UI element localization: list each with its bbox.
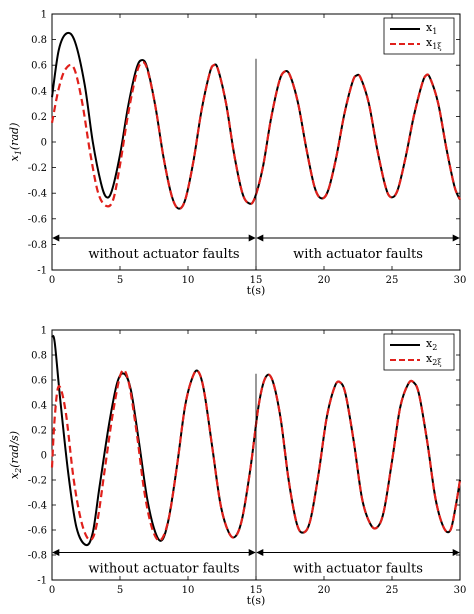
- y-tick-label: 1: [41, 326, 47, 337]
- y-axis-ticks: -1 -0.8 -0.6 -0.4 -0.2 0 0.2 0.4 0.6 0.8 1: [28, 10, 460, 277]
- x-tick-label: 5: [117, 275, 123, 286]
- x-tick-label: 20: [318, 275, 331, 286]
- y-axis-label: x1(rad): [8, 123, 23, 162]
- series-line-estimate: [50, 61, 462, 210]
- legend-entry-x2: x2: [426, 337, 437, 352]
- y-axis-label-sub: 2: [14, 468, 23, 474]
- x-tick-label: 30: [454, 585, 467, 596]
- y-tick-label: -0.6: [28, 214, 47, 225]
- legend: x2 x2ξ: [383, 333, 455, 371]
- series-group: [50, 31, 462, 210]
- y-tick-label: 0: [41, 451, 47, 462]
- legend: x1 x1ξ: [383, 17, 455, 55]
- x-tick-label: 15: [250, 585, 263, 596]
- annotation-with-faults: with actuator faults: [293, 562, 423, 577]
- annotation-without-faults: without actuator faults: [88, 562, 239, 577]
- x-tick-label: 20: [318, 585, 331, 596]
- y-axis-label-unit: (rad): [8, 123, 21, 150]
- x-tick-label: 10: [182, 275, 195, 286]
- y-tick-label: -0.6: [28, 526, 47, 537]
- annotation-with-faults: with actuator faults: [293, 247, 423, 262]
- x-tick-label: 25: [386, 585, 399, 596]
- x-tick-label: 5: [117, 585, 123, 596]
- y-tick-label: 0.4: [31, 86, 47, 97]
- y-tick-label: -1: [37, 576, 47, 587]
- x-tick-label: 30: [454, 275, 467, 286]
- y-tick-label: 0.8: [31, 351, 47, 362]
- y-tick-label: 0.6: [31, 376, 47, 387]
- x-axis-label: t(s): [247, 284, 266, 297]
- x-axis-label: t(s): [247, 594, 266, 607]
- series-line-estimate: [50, 368, 462, 542]
- y-tick-label: 1: [41, 10, 47, 21]
- x-tick-label: 25: [386, 275, 399, 286]
- chart-panel-x2: -1 -0.8 -0.6 -0.4 -0.2 0 0.2 0.4 0.6 0.8 1 0 5 10 15 2…: [8, 326, 466, 608]
- y-tick-label: -0.4: [28, 501, 47, 512]
- legend-entry-x2xi: x2ξ: [426, 352, 442, 367]
- x-tick-label: 0: [49, 275, 55, 286]
- y-tick-label: -0.8: [28, 551, 47, 562]
- y-tick-label: 0: [41, 138, 47, 149]
- y-tick-label: 0.6: [31, 61, 47, 72]
- y-axis-label-main: x: [8, 154, 21, 161]
- x-axis-ticks: 0 5 10 15 20 25 30: [49, 14, 467, 286]
- legend-entry-x1xi: x1ξ: [426, 36, 442, 51]
- y-axis-label-sub: 1: [14, 150, 23, 155]
- y-axis-ticks: -1 -0.8 -0.6 -0.4 -0.2 0 0.2 0.4 0.6 0.8 1: [28, 326, 460, 587]
- series-line-actual: [51, 31, 461, 210]
- x-tick-label: 15: [250, 275, 263, 286]
- y-tick-label: 0.8: [31, 35, 47, 46]
- chart-panel-x1: -1 -0.8 -0.6 -0.4 -0.2 0 0.2 0.4 0.6 0.8 1 0 5 10 15 2…: [8, 10, 466, 298]
- y-tick-label: -1: [37, 266, 47, 277]
- x-tick-label: 0: [49, 585, 55, 596]
- legend-entry-x1: x1: [426, 21, 437, 36]
- legend-box: [383, 333, 455, 371]
- y-tick-label: 0.2: [31, 112, 47, 123]
- y-tick-label: 0.2: [31, 426, 47, 437]
- series-group: [50, 334, 462, 547]
- y-tick-label: -0.2: [28, 163, 47, 174]
- y-axis-label: x2(rad/s): [8, 431, 23, 479]
- x-tick-label: 10: [182, 585, 195, 596]
- y-axis-label-unit: (rad/s): [8, 431, 21, 468]
- y-tick-label: -0.2: [28, 476, 47, 487]
- y-tick-label: -0.8: [28, 240, 47, 251]
- y-tick-label: -0.4: [28, 189, 47, 200]
- legend-box: [383, 17, 455, 55]
- annotation-without-faults: without actuator faults: [88, 247, 239, 262]
- y-axis-label-main: x: [8, 472, 21, 479]
- y-tick-label: 0.4: [31, 401, 47, 412]
